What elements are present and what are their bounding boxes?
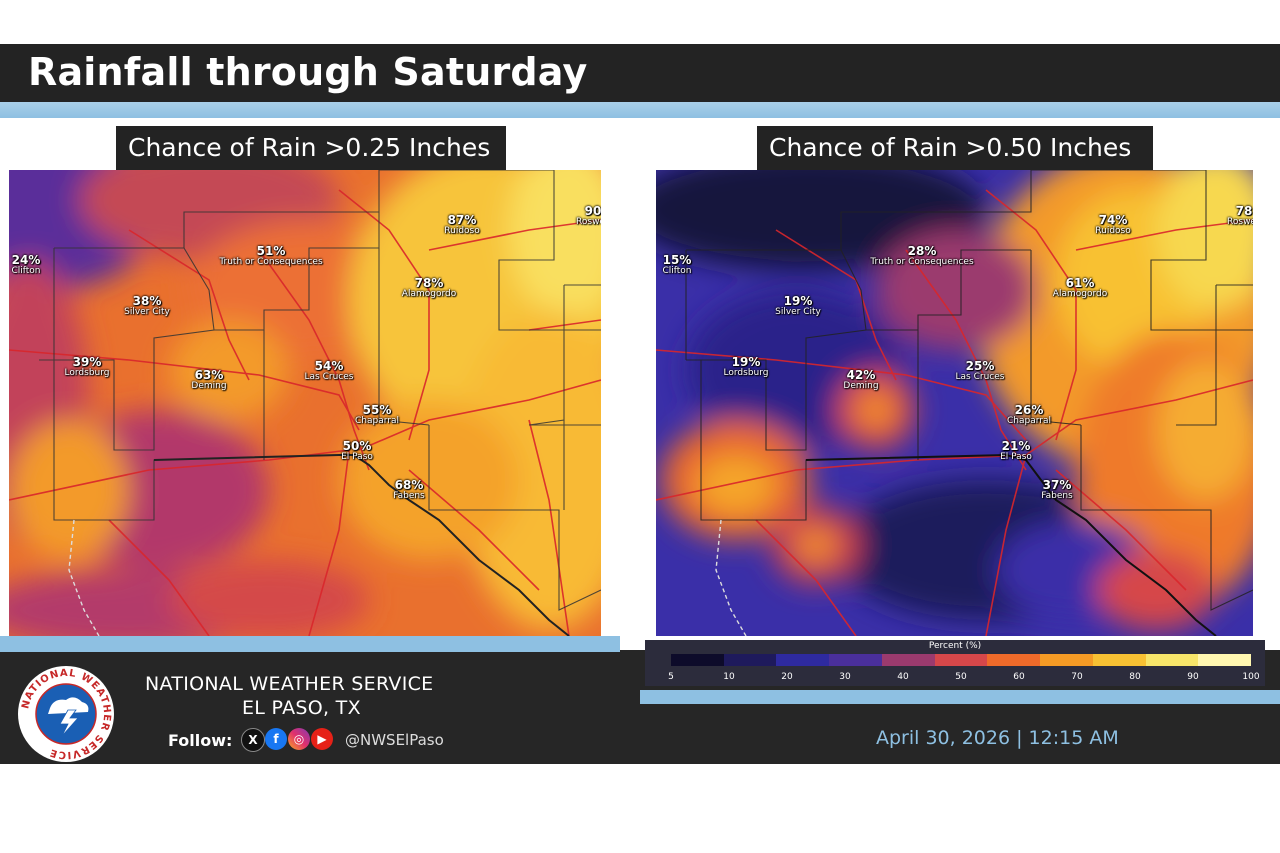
city-label-lordsburg: 39% Lordsburg bbox=[64, 355, 110, 378]
city-label-fabens: 68% Fabens bbox=[393, 478, 425, 501]
legend-swatch bbox=[1198, 654, 1252, 666]
legend-swatch bbox=[1145, 654, 1199, 666]
city-label-chaparral-r: 26% Chaparral bbox=[1007, 403, 1051, 426]
city-label-roswell: 90Roswell bbox=[576, 204, 601, 227]
city-label-clifton: 24% Clifton bbox=[11, 253, 41, 276]
panel-label-right: Chance of Rain >0.50 Inches bbox=[757, 126, 1153, 170]
legend-swatch bbox=[1092, 654, 1146, 666]
legend-swatch bbox=[776, 654, 830, 666]
city-label-las-cruces-r: 25% Las Cruces bbox=[955, 359, 1005, 382]
legend-tick-label: 90 bbox=[1187, 672, 1199, 682]
city-label-truth-or-consequences: 51% Truth or Consequences bbox=[219, 244, 323, 267]
legend-swatch bbox=[671, 654, 724, 666]
map-left: 24% Clifton 51% Truth or Consequences 87% R… bbox=[9, 170, 601, 636]
legend-tick-label: 50 bbox=[955, 672, 967, 682]
legend-tick-label: 100 bbox=[1242, 672, 1260, 682]
legend-swatch bbox=[723, 654, 777, 666]
legend-swatch bbox=[987, 654, 1041, 666]
city-label-ruidoso: 87% Ruidoso bbox=[444, 213, 480, 236]
legend-tick-label: 30 bbox=[839, 672, 851, 682]
nws-logo-icon: NATIONAL WEATHER SERVICE bbox=[18, 666, 114, 762]
legend-tick-label: 20 bbox=[781, 672, 793, 682]
legend-swatch bbox=[881, 654, 935, 666]
follow-label: Follow: bbox=[168, 731, 233, 750]
city-label-silver-city: 38% Silver City bbox=[124, 294, 170, 317]
city-label-deming: 63% Deming bbox=[191, 368, 227, 391]
header-stripe bbox=[0, 102, 1280, 118]
map-left-graphic bbox=[9, 170, 601, 636]
legend-tick-label: 80 bbox=[1129, 672, 1141, 682]
nws-logo: NATIONAL WEATHER SERVICE bbox=[16, 664, 116, 764]
legend-swatch bbox=[1040, 654, 1093, 666]
facebook-icon[interactable]: f bbox=[265, 728, 287, 750]
city-label-ruidoso-r: 74% Ruidoso bbox=[1095, 213, 1131, 236]
office-name: EL PASO, TX bbox=[242, 697, 361, 719]
legend-color-bar bbox=[671, 654, 1252, 666]
instagram-icon[interactable]: ◎ bbox=[288, 728, 310, 750]
city-label-el-paso-r: 21% El Paso bbox=[1000, 439, 1032, 462]
org-name: NATIONAL WEATHER SERVICE bbox=[145, 673, 434, 695]
map-right: 15% Clifton 28% Truth or Consequences 74% R… bbox=[656, 170, 1253, 636]
city-label-alamogordo-r: 61% Alamogordo bbox=[1052, 276, 1108, 299]
issued-date: April 30, 2026 | 12:15 AM bbox=[876, 727, 1119, 749]
legend-tick-label: 5 bbox=[668, 672, 674, 682]
footer-stripe-left bbox=[0, 636, 620, 652]
footer-stripe-right bbox=[640, 690, 1280, 704]
legend-swatch bbox=[829, 654, 882, 666]
city-label-truth-or-consequences-r: 28% Truth or Consequences bbox=[870, 244, 974, 267]
color-legend: Percent (%) 5 10 20 30 40 50 60 70 80 90 100 bbox=[645, 640, 1265, 686]
city-label-alamogordo: 78% Alamogordo bbox=[401, 276, 457, 299]
city-label-el-paso: 50% El Paso bbox=[341, 439, 373, 462]
city-label-deming-r: 42% Deming bbox=[843, 368, 879, 391]
city-label-las-cruces: 54% Las Cruces bbox=[304, 359, 354, 382]
legend-swatch bbox=[934, 654, 988, 666]
legend-title: Percent (%) bbox=[928, 641, 982, 651]
legend-tick-label: 70 bbox=[1071, 672, 1083, 682]
legend-tick-label: 40 bbox=[897, 672, 909, 682]
city-label-roswell-r: 78Roswell bbox=[1227, 204, 1253, 227]
city-label-chaparral: 55% Chaparral bbox=[355, 403, 399, 426]
city-label-fabens-r: 37% Fabens bbox=[1041, 478, 1073, 501]
city-label-silver-city-r: 19% Silver City bbox=[775, 294, 821, 317]
header-bar: Rainfall through Saturday bbox=[0, 44, 1280, 102]
legend-tick-label: 60 bbox=[1013, 672, 1025, 682]
city-label-lordsburg-r: 19% Lordsburg bbox=[723, 355, 769, 378]
social-handle[interactable]: @NWSElPaso bbox=[345, 731, 444, 749]
x-icon[interactable]: X bbox=[241, 728, 265, 752]
youtube-icon[interactable]: ▶ bbox=[311, 728, 333, 750]
legend-tick-label: 10 bbox=[723, 672, 735, 682]
page-title: Rainfall through Saturday bbox=[28, 50, 588, 94]
city-label-clifton-r: 15% Clifton bbox=[662, 253, 692, 276]
panel-label-left: Chance of Rain >0.25 Inches bbox=[116, 126, 506, 170]
map-right-graphic bbox=[656, 170, 1253, 636]
